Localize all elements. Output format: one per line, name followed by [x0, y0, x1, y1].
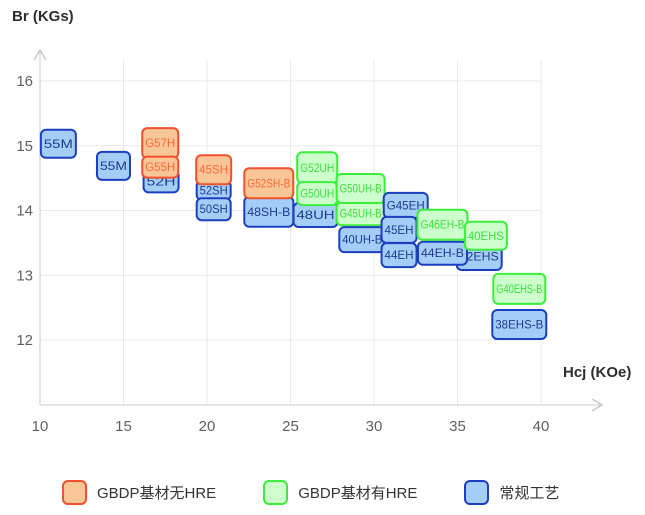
- grade-box-label: 45SH: [199, 163, 228, 177]
- grade-box-55M: 55M: [95, 150, 131, 181]
- grade-box-rect: [335, 172, 386, 204]
- grade-box-label: G52UH: [300, 161, 334, 175]
- y-axis-arrow-icon: [33, 48, 47, 61]
- grade-box-48SH-B: 48SH-B: [243, 195, 295, 228]
- grade-box-44EH: 44EH: [380, 242, 418, 269]
- legend-swatch-blue: [464, 480, 490, 505]
- grade-box-label: G45EH: [387, 198, 425, 212]
- grade-box-G46EH-B: G46EH-B: [416, 208, 469, 241]
- x-axis-arrow-icon: [591, 398, 604, 412]
- grade-box-label: 45EH: [385, 223, 414, 237]
- grade-box-rect: [492, 272, 547, 305]
- x-tick-label: 30: [366, 418, 383, 435]
- grade-box-label: 40EHS: [468, 229, 504, 243]
- y-tick-label: 13: [16, 267, 33, 284]
- y-tick-label: 12: [16, 332, 33, 349]
- grade-box-label: G50UH: [300, 187, 334, 201]
- grade-box-label: 40UH-B: [342, 233, 382, 247]
- grade-box-label: 50SH: [200, 202, 228, 216]
- grade-box-44EH-B: 44EH-B: [416, 240, 468, 266]
- y-tick-label: 16: [16, 73, 33, 90]
- grade-box-label: G45UH-B: [340, 207, 382, 221]
- grade-box-rect: [195, 154, 233, 186]
- legend-item-blue[interactable]: 常规工艺: [464, 480, 559, 505]
- plot-area: 10 15 20 25 30 35 40121314151655M55M52HG57HG55…: [16, 48, 604, 435]
- x-tick-label: 40: [533, 418, 550, 435]
- grade-box-label: 55M: [44, 137, 73, 151]
- grade-box-rect: [39, 128, 77, 159]
- grade-box-50SH: 50SH: [195, 197, 232, 222]
- grade-box-48UH: 48UH: [292, 202, 339, 229]
- x-tick-label: 35: [449, 418, 466, 435]
- grade-box-label: G55H: [145, 160, 175, 174]
- grade-box-rect: [416, 240, 468, 266]
- x-tick-label: 10: [32, 418, 49, 435]
- grade-box-45EH: 45EH: [380, 215, 418, 244]
- grade-box-label: 55M: [100, 159, 127, 173]
- y-tick-label: 15: [16, 138, 33, 155]
- grade-box-G52UH: G52UH: [296, 151, 339, 185]
- y-tick-label: 14: [16, 203, 33, 220]
- grade-box-G52SH-B: G52SH-B: [243, 167, 295, 200]
- grade-box-G55H: G55H: [141, 155, 180, 179]
- grade-box-55M: 55M: [39, 128, 77, 159]
- grade-box-label: 44EH: [385, 248, 414, 262]
- grade-box-rect: [380, 242, 418, 269]
- grade-box-G50UH: G50UH: [296, 181, 339, 207]
- legend-label: GBDP基材无HRE: [97, 485, 217, 502]
- x-tick-label: 25: [282, 418, 299, 435]
- y-axis-title: Br (KGs): [12, 8, 74, 25]
- legend-label: GBDP基材有HRE: [298, 485, 418, 502]
- x-tick-label: 15: [115, 418, 132, 435]
- grade-box-label: G50UH-B: [340, 181, 382, 195]
- grade-box-40EHS: 40EHS: [463, 220, 508, 251]
- grade-box-label: G52SH-B: [247, 176, 290, 190]
- grade-box-label: 48SH-B: [247, 205, 290, 219]
- legend-item-orange[interactable]: GBDP基材无HRE: [62, 480, 216, 505]
- grade-box-G40EHS-B: G40EHS-B: [492, 272, 547, 305]
- grade-box-rect: [463, 220, 508, 251]
- grade-box-label: 44EH-B: [421, 246, 464, 260]
- grade-box-label: 48UH: [297, 208, 335, 222]
- grade-box-G45UH-B: G45UH-B: [335, 201, 386, 227]
- x-tick-label: 20: [199, 418, 216, 435]
- grade-box-45SH: 45SH: [195, 154, 233, 186]
- grade-box-label: 42EHS: [460, 249, 499, 263]
- grade-box-G50UH-B: G50UH-B: [335, 172, 386, 204]
- legend-swatch-green: [263, 480, 289, 505]
- grade-box-40UH-B: 40UH-B: [338, 226, 387, 254]
- grade-box-label: 52SH: [200, 183, 228, 197]
- legend-item-green[interactable]: GBDP基材有HRE: [263, 480, 417, 505]
- legend: GBDP基材无HRE GBDP基材有HRE 常规工艺: [62, 480, 559, 505]
- x-axis-title: Hcj (KOe): [563, 364, 632, 381]
- grade-box-rect: [491, 308, 548, 340]
- grade-box-rect: [141, 155, 180, 179]
- grade-box-label: G40EHS-B: [496, 282, 542, 296]
- grade-box-label: 38EHS-B: [495, 317, 543, 331]
- grade-box-rect: [195, 197, 232, 222]
- legend-label: 常规工艺: [499, 485, 560, 502]
- grade-box-label: G57H: [145, 136, 175, 150]
- legend-swatch-orange: [62, 480, 87, 505]
- grade-box-rect: [95, 150, 131, 181]
- grade-box-38EHS-B: 38EHS-B: [491, 308, 548, 340]
- grade-box-G57H: G57H: [141, 127, 180, 160]
- grade-box-label: G46EH-B: [420, 218, 464, 232]
- grade-box-G45EH: G45EH: [382, 191, 429, 219]
- grade-box-rect: [243, 167, 295, 200]
